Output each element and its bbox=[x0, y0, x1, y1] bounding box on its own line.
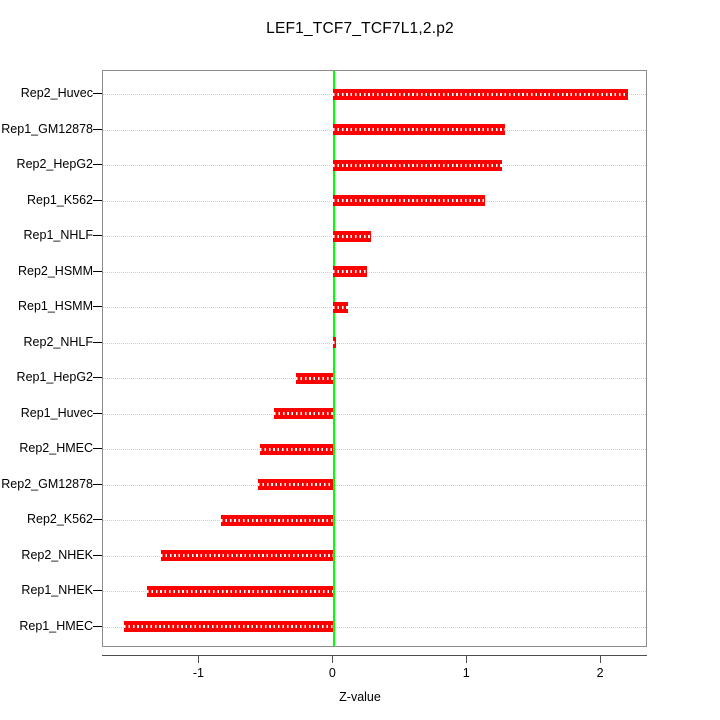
y-axis-tick bbox=[93, 625, 102, 627]
y-axis-tick-label: Rep1_HepG2 bbox=[16, 370, 93, 384]
bar-hatch bbox=[333, 341, 336, 344]
bar-hatch bbox=[147, 589, 334, 593]
y-axis-tick bbox=[93, 448, 102, 449]
y-axis-tick bbox=[93, 412, 102, 414]
y-axis-tick bbox=[93, 270, 102, 272]
bar-hatch bbox=[220, 518, 334, 522]
bar bbox=[333, 88, 628, 100]
bar-hatch bbox=[259, 447, 334, 451]
gridline bbox=[103, 626, 646, 629]
gridline bbox=[103, 378, 646, 380]
x-axis-tick-label: 0 bbox=[328, 666, 336, 680]
y-axis-tick bbox=[93, 199, 102, 201]
gridline bbox=[103, 591, 646, 593]
bar bbox=[333, 230, 371, 242]
x-axis-tick bbox=[332, 655, 334, 663]
bar bbox=[333, 195, 485, 206]
gridline bbox=[103, 555, 646, 558]
y-axis-tick bbox=[93, 235, 102, 236]
bar bbox=[295, 372, 334, 384]
bar-hatch bbox=[333, 128, 505, 131]
y-axis-tick-label: Rep2_NHEK bbox=[21, 547, 93, 562]
gridline bbox=[103, 307, 646, 309]
y-axis-tick-label: Rep1_HMEC bbox=[19, 618, 93, 633]
y-axis-tick-label: Rep2_HepG2 bbox=[16, 157, 93, 171]
bar bbox=[258, 479, 334, 490]
bar-hatch bbox=[333, 234, 371, 238]
bar bbox=[333, 301, 349, 313]
bar bbox=[160, 550, 334, 561]
y-axis-tick-label: Rep2_GM12878 bbox=[1, 476, 93, 491]
y-axis-tick bbox=[93, 554, 102, 556]
bar bbox=[274, 408, 334, 419]
y-axis-labels: Rep2_Huvec Rep1_GM12878 Rep2_HepG2 Rep1_K56… bbox=[0, 0, 93, 720]
x-axis-tick-label: 1 bbox=[462, 666, 470, 680]
bar bbox=[333, 337, 336, 348]
bar-hatch bbox=[295, 376, 334, 380]
y-axis-tick-label: Rep2_Huvec bbox=[20, 86, 93, 100]
bar-hatch bbox=[333, 305, 349, 309]
y-axis-tick-label: Rep1_K562 bbox=[26, 192, 93, 207]
y-axis-tick bbox=[93, 590, 102, 591]
y-axis-tick-label: Rep2_HSMM bbox=[17, 263, 93, 278]
y-axis-tick-label: Rep1_HSMM bbox=[17, 299, 93, 313]
y-axis-tick bbox=[93, 306, 102, 307]
bar-hatch bbox=[333, 199, 485, 202]
x-axis-line bbox=[102, 655, 647, 656]
bar-hatch bbox=[333, 270, 367, 273]
x-axis-tick bbox=[466, 655, 468, 663]
y-axis-tick bbox=[93, 128, 102, 130]
y-axis-tick bbox=[93, 483, 102, 485]
bar-hatch bbox=[274, 412, 334, 415]
gridline bbox=[103, 449, 646, 451]
bar-hatch bbox=[258, 483, 334, 486]
y-axis-tick bbox=[93, 341, 102, 343]
gridline bbox=[103, 413, 646, 416]
gridline bbox=[103, 236, 646, 238]
bar bbox=[259, 443, 334, 455]
bar bbox=[333, 159, 503, 171]
y-axis-tick bbox=[93, 519, 102, 520]
y-axis-tick-label: Rep1_GM12878 bbox=[1, 121, 93, 136]
y-axis-tick bbox=[93, 164, 102, 165]
gridline bbox=[103, 271, 646, 274]
bar bbox=[333, 266, 367, 277]
y-axis-tick-label: Rep2_K562 bbox=[26, 512, 93, 526]
y-axis-tick-label: Rep2_HMEC bbox=[19, 441, 93, 455]
plot-area bbox=[102, 70, 647, 647]
gridline bbox=[103, 520, 646, 522]
bar-hatch bbox=[333, 163, 503, 167]
bar-hatch bbox=[124, 625, 334, 628]
bar-hatch bbox=[160, 554, 334, 557]
x-axis-tick-label: -1 bbox=[192, 666, 204, 680]
x-axis-tick bbox=[600, 655, 602, 663]
y-axis-tick bbox=[93, 93, 102, 94]
bar bbox=[147, 585, 334, 597]
zero-reference-line bbox=[333, 71, 335, 646]
x-axis-tick-label: 2 bbox=[596, 666, 604, 680]
y-axis-tick bbox=[93, 377, 102, 378]
bar bbox=[124, 621, 334, 632]
chart-title: LEF1_TCF7_TCF7L1,2.p2 bbox=[266, 20, 454, 37]
bar bbox=[220, 514, 334, 526]
bar bbox=[333, 124, 505, 135]
y-axis-tick-label: Rep1_Huvec bbox=[20, 405, 93, 420]
y-axis-tick-label: Rep1_NHLF bbox=[23, 228, 93, 242]
gridline bbox=[103, 484, 646, 487]
y-axis-tick-label: Rep2_NHLF bbox=[23, 334, 93, 349]
x-axis-tick bbox=[198, 655, 200, 663]
x-axis-title: Z-value bbox=[339, 690, 381, 704]
y-axis-tick-label: Rep1_NHEK bbox=[21, 583, 93, 597]
bar-hatch bbox=[333, 92, 628, 96]
gridline bbox=[103, 342, 646, 345]
